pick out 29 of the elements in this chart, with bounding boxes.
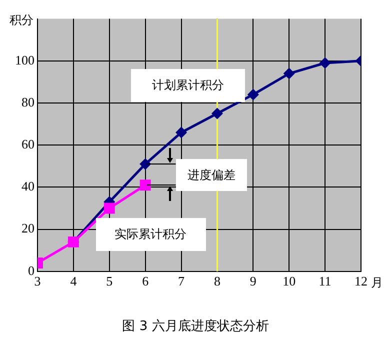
x-tick-label: 11 [318,274,332,289]
x-tick-label: 7 [178,274,186,289]
x-tick-label: 9 [250,274,256,289]
point [176,127,187,138]
y-axis-title: 积分 [10,12,34,27]
y-tick-label: 60 [22,136,34,152]
y-tick-label: 0 [28,262,34,278]
point [212,108,222,119]
point [140,180,151,191]
y-tick-label: 100 [15,52,34,68]
y-tick-label: 20 [22,220,34,236]
x-tick-label: 5 [106,274,113,289]
text-box: 进度偏差 [176,159,248,192]
text-box: 实际累计积分 [96,218,206,252]
text-box: 计划累计积分 [131,69,245,102]
x-tick-label: 12 [354,274,368,289]
point [140,158,151,170]
y-tick-label: 80 [22,94,34,110]
x-tick-label: 10 [282,274,296,289]
point [284,68,294,79]
x-tick-label: 8 [214,274,220,289]
point [320,58,330,68]
x-tick-label: 6 [142,274,150,289]
x-axis-title: 月 [371,276,383,290]
text: 图 3 六月底进度状态分析 [121,318,270,335]
point [248,89,258,100]
x-tick-label: 4 [70,274,78,289]
y-tick-label: 40 [22,178,34,194]
x-tick-label: 3 [34,274,41,289]
